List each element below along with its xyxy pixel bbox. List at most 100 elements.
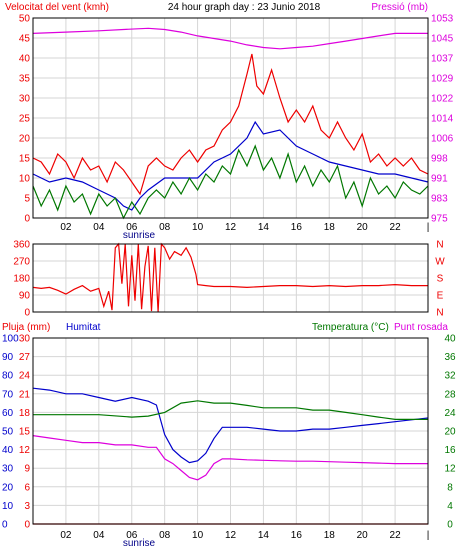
hour-tick-label: 12 — [225, 530, 237, 541]
rain-tick-label: 12 — [19, 445, 31, 456]
wind-speed-tick-label: 45 — [19, 34, 31, 45]
wind-speed-axis-label: Velocitat del vent (kmh) — [5, 2, 109, 13]
humidity-tick-label: 40 — [2, 445, 14, 456]
direction-tick-label: 360 — [13, 240, 30, 251]
pressure-tick-label: 983 — [431, 194, 448, 205]
pressure-tick-label: 1045 — [431, 34, 454, 45]
rain-tick-label: 3 — [24, 501, 30, 512]
compass-tick-label: S — [437, 274, 444, 285]
pressure-tick-label: 1029 — [431, 74, 454, 85]
hour-tick-label: 12 — [225, 222, 237, 233]
rain-tick-label: 15 — [19, 427, 31, 438]
hour-tick-label: 14 — [258, 530, 270, 541]
pressure-tick-label: 1014 — [431, 114, 454, 125]
series-line-red — [32, 53, 429, 196]
series-line-magenta — [32, 27, 428, 50]
hour-tick-label: 10 — [192, 222, 204, 233]
wind-speed-tick-label: 30 — [19, 94, 31, 105]
humidity-ticks: 0 10 20 30 40 50 60 70 80 90 100 — [2, 334, 19, 531]
hour-tick-label: 18 — [324, 222, 336, 233]
temp-panel-hour-ticks: 02 04 06 08 10 12 14 16 18 20 22 | — [60, 530, 429, 541]
hour-tick-label: 16 — [291, 530, 303, 541]
hour-tick-label: 20 — [357, 222, 369, 233]
temperature-tick-label: 8 — [447, 482, 453, 493]
wind-speed-ticks: 0 5 10 15 20 25 30 35 40 45 50 — [19, 14, 31, 225]
hour-tick-end: | — [427, 222, 430, 233]
temperature-tick-label: 40 — [444, 334, 456, 345]
wind-speed-tick-label: 50 — [19, 14, 31, 25]
series-line-blue — [32, 120, 429, 211]
wind-panel-grid — [33, 18, 428, 218]
temperature-tick-label: 24 — [444, 408, 456, 419]
direction-panel-grid — [33, 244, 428, 312]
rain-tick-label: 21 — [19, 389, 31, 400]
sunrise-label-top: sunrise — [123, 230, 156, 241]
humidity-tick-label: 60 — [2, 408, 14, 419]
chart-title: 24 hour graph day : 23 Junio 2018 — [168, 2, 321, 13]
humidity-tick-label: 20 — [2, 482, 14, 493]
temperature-tick-label: 12 — [444, 464, 456, 475]
wind-speed-tick-label: 40 — [19, 54, 31, 65]
hour-tick-label: 08 — [159, 530, 171, 541]
series-line-punt-rosada — [32, 435, 428, 481]
rain-tick-label: 30 — [19, 334, 31, 345]
wind-speed-tick-label: 15 — [19, 154, 31, 165]
temperature-tick-label: 4 — [447, 501, 453, 512]
hour-tick-label: 10 — [192, 530, 204, 541]
hour-tick-end: | — [427, 530, 430, 541]
wind-panel-hour-ticks: 02 04 06 08 10 12 14 16 18 20 22 | — [60, 222, 429, 233]
direction-tick-label: 180 — [13, 274, 30, 285]
temperature-ticks: 0 4 8 12 16 20 24 28 32 36 40 — [444, 334, 456, 531]
temperature-tick-label: 36 — [444, 352, 456, 363]
compass-tick-label: E — [437, 291, 444, 302]
rain-tick-label: 9 — [24, 464, 30, 475]
rain-ticks: 0 3 6 9 12 15 18 21 24 27 30 — [19, 334, 31, 531]
temperature-tick-label: 20 — [444, 427, 456, 438]
compass-tick-label: N — [436, 240, 443, 251]
wind-speed-tick-label: 10 — [19, 174, 31, 185]
rain-tick-label: 0 — [24, 520, 30, 531]
pressure-tick-label: 1022 — [431, 94, 454, 105]
rain-tick-label: 18 — [19, 408, 31, 419]
direction-tick-label: 270 — [13, 257, 30, 268]
wind-speed-tick-label: 0 — [24, 214, 30, 225]
compass-tick-label: W — [435, 257, 445, 268]
temp-panel-grid — [33, 338, 428, 524]
rain-tick-label: 6 — [24, 482, 30, 493]
series-line-temperatura-c — [33, 400, 428, 420]
series-line-humitat — [32, 387, 429, 464]
pressure-ticks: 975 983 991 998 1006 1014 1022 1029 1037 1045 1053 — [431, 14, 454, 225]
hour-tick-label: 04 — [93, 530, 105, 541]
humidity-tick-label: 30 — [2, 464, 14, 475]
wind-speed-tick-label: 25 — [19, 114, 31, 125]
temperature-tick-label: 32 — [444, 371, 456, 382]
wind-speed-tick-label: 20 — [19, 134, 31, 145]
humidity-tick-label: 100 — [2, 334, 19, 345]
compass-tick-label: N — [436, 308, 443, 319]
series-line-red — [32, 242, 428, 313]
sunrise-label-bottom: sunrise — [123, 538, 156, 549]
hour-tick-label: 08 — [159, 222, 171, 233]
pressure-tick-label: 1006 — [431, 134, 454, 145]
rain-tick-label: 27 — [19, 352, 31, 363]
temperature-axis-label: Temperatura (°C) — [312, 322, 389, 333]
direction-tick-label: 90 — [19, 291, 31, 302]
direction-degree-ticks: 0 90 180 270 360 — [13, 240, 30, 319]
humidity-tick-label: 50 — [2, 427, 14, 438]
direction-panel-frame — [32, 243, 429, 313]
direction-tick-label: 0 — [24, 308, 30, 319]
wind-pressure-panel: Velocitat del vent (kmh) 24 hour graph d… — [5, 2, 454, 241]
humidity-tick-label: 80 — [2, 371, 14, 382]
temperature-tick-label: 28 — [444, 389, 456, 400]
hour-tick-label: 04 — [93, 222, 105, 233]
pressure-axis-label: Pressió (mb) — [371, 2, 428, 13]
series-line-green — [32, 144, 429, 220]
hour-tick-label: 22 — [390, 530, 402, 541]
wind-speed-tick-label: 5 — [24, 194, 30, 205]
pressure-tick-label: 1037 — [431, 54, 454, 65]
temp-panel-frame — [32, 337, 429, 525]
hour-tick-label: 16 — [291, 222, 303, 233]
